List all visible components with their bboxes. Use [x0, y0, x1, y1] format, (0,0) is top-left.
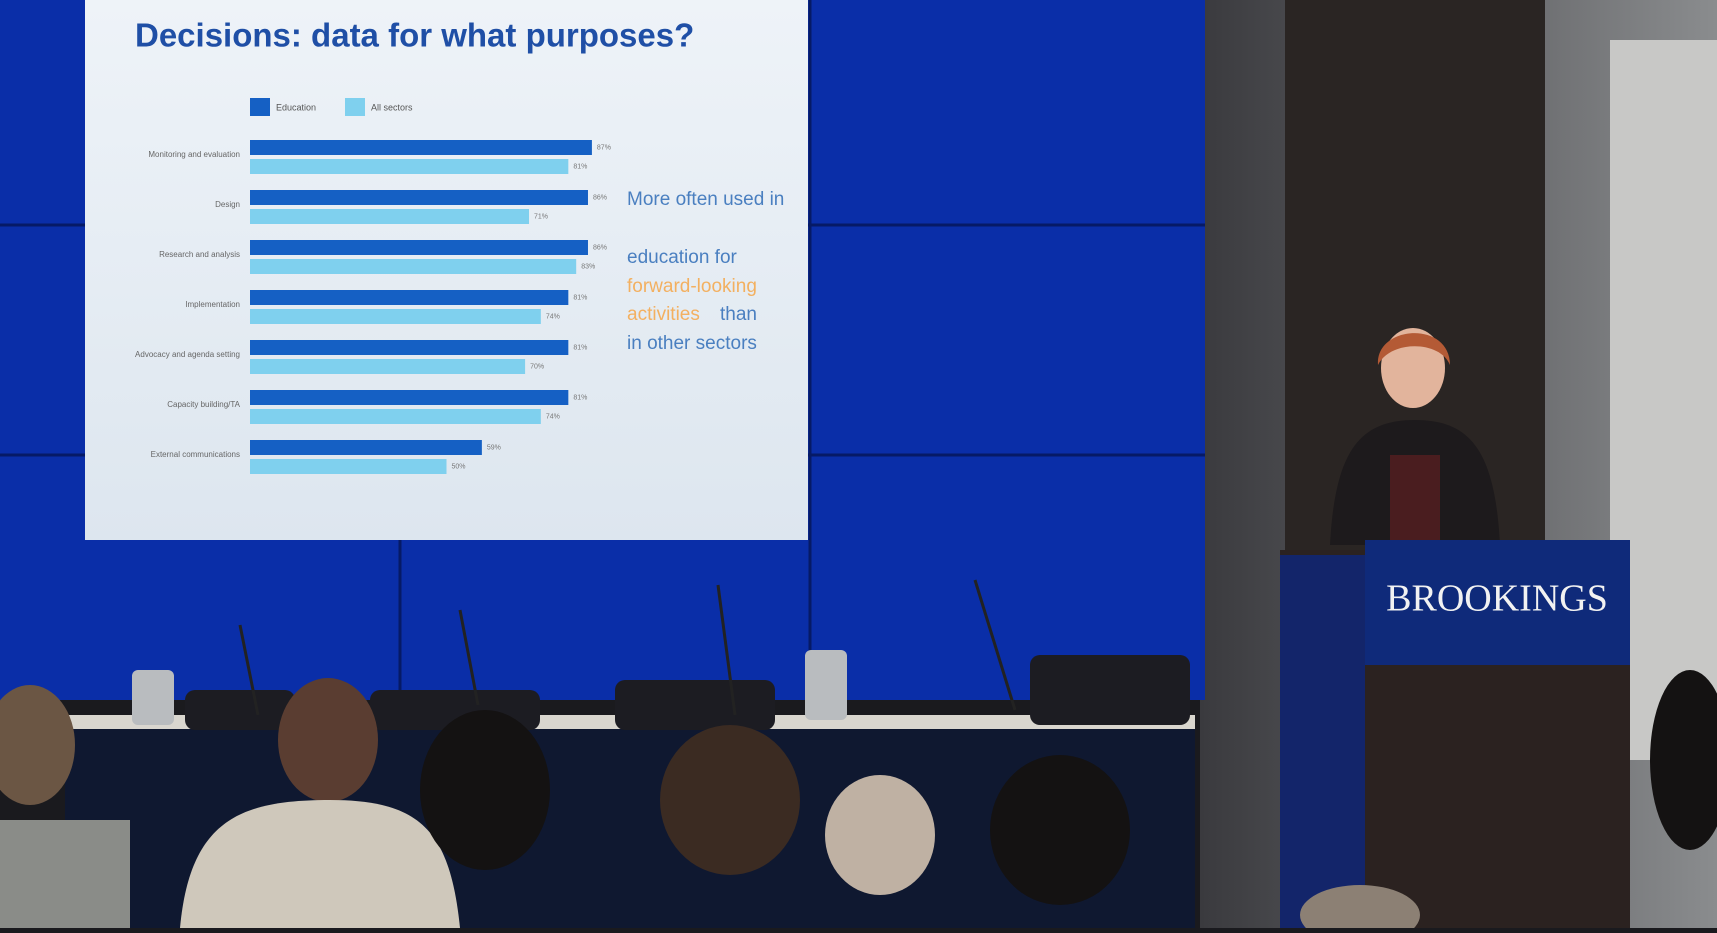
- pitchers: [132, 650, 847, 725]
- bar: [250, 190, 588, 205]
- annotation-line: More often used in: [627, 189, 784, 210]
- audience: [0, 670, 1717, 933]
- value-label: 81%: [573, 344, 587, 351]
- value-label: 74%: [546, 313, 560, 320]
- category-label: Advocacy and agenda setting: [135, 350, 240, 359]
- value-label: 81%: [573, 294, 587, 301]
- category-label: Capacity building/TA: [167, 400, 240, 409]
- value-label: 71%: [534, 213, 548, 220]
- legend-label: Education: [276, 102, 316, 112]
- legend-label: All sectors: [371, 102, 413, 112]
- legend-swatch: [250, 98, 270, 116]
- bar: [250, 440, 482, 455]
- annotation: More often used in education for forward…: [627, 189, 784, 354]
- chart: Education All sectors Monitoring and evalu…: [135, 98, 611, 474]
- legend-swatch: [345, 98, 365, 116]
- podium-sign: [1365, 540, 1630, 665]
- speaker: [1330, 328, 1500, 545]
- category-label: Research and analysis: [159, 250, 240, 259]
- value-label: 86%: [593, 194, 607, 201]
- value-label: 81%: [573, 394, 587, 401]
- category-label: External communications: [151, 450, 240, 459]
- microphones: [238, 579, 1017, 716]
- bar: [250, 140, 592, 155]
- category-label: Monitoring and evaluation: [148, 150, 240, 159]
- slide-title: Decisions: data for what purposes?: [135, 17, 694, 54]
- bar: [250, 459, 447, 474]
- bar: [250, 309, 541, 324]
- bar: [250, 340, 569, 355]
- value-label: 70%: [530, 363, 544, 370]
- podium-side: [1280, 555, 1365, 928]
- category-label: Design: [215, 200, 240, 209]
- bar: [250, 259, 577, 274]
- value-label: 50%: [452, 463, 466, 470]
- value-label: 87%: [597, 144, 611, 151]
- bar: [250, 409, 541, 424]
- annotation-highlight: forward-looking: [627, 276, 757, 297]
- value-label: 81%: [573, 163, 587, 170]
- bar: [250, 240, 588, 255]
- bar: [250, 159, 569, 174]
- annotation-line: education for: [627, 247, 738, 268]
- value-label: 86%: [593, 244, 607, 251]
- annotation-line: than: [720, 304, 757, 325]
- annotation-highlight: activities: [627, 304, 700, 325]
- bar: [250, 359, 526, 374]
- value-label: 59%: [487, 444, 501, 451]
- bar: [250, 209, 530, 224]
- value-label: 83%: [581, 263, 595, 270]
- annotation-line: in other sectors: [627, 333, 757, 354]
- bar: [250, 290, 569, 305]
- podium-logo: BROOKINGS: [1386, 578, 1608, 620]
- value-label: 74%: [546, 413, 560, 420]
- category-label: Implementation: [185, 300, 240, 309]
- bar: [250, 390, 569, 405]
